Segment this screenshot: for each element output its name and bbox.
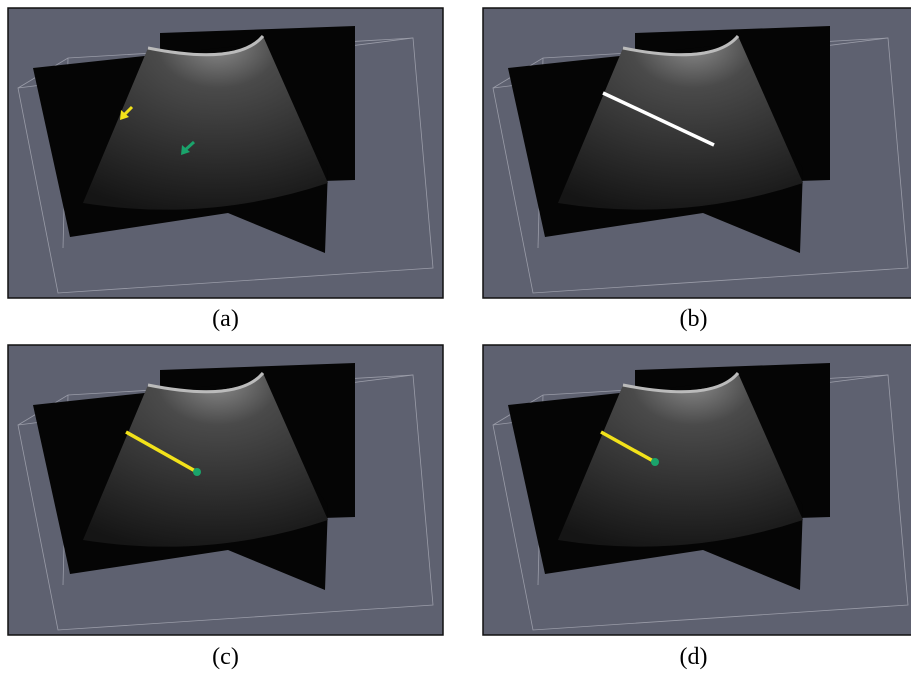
panel-b (483, 8, 911, 298)
figure: (a) (b) (c) (d) (0, 0, 911, 673)
caption: (b) (476, 306, 911, 333)
panel-c (8, 345, 443, 635)
caption: (c) (8, 644, 443, 671)
panel-d (483, 345, 911, 635)
panels (0, 0, 911, 673)
panel-a (8, 8, 443, 298)
caption: (a) (8, 306, 443, 333)
caption: (d) (476, 644, 911, 671)
